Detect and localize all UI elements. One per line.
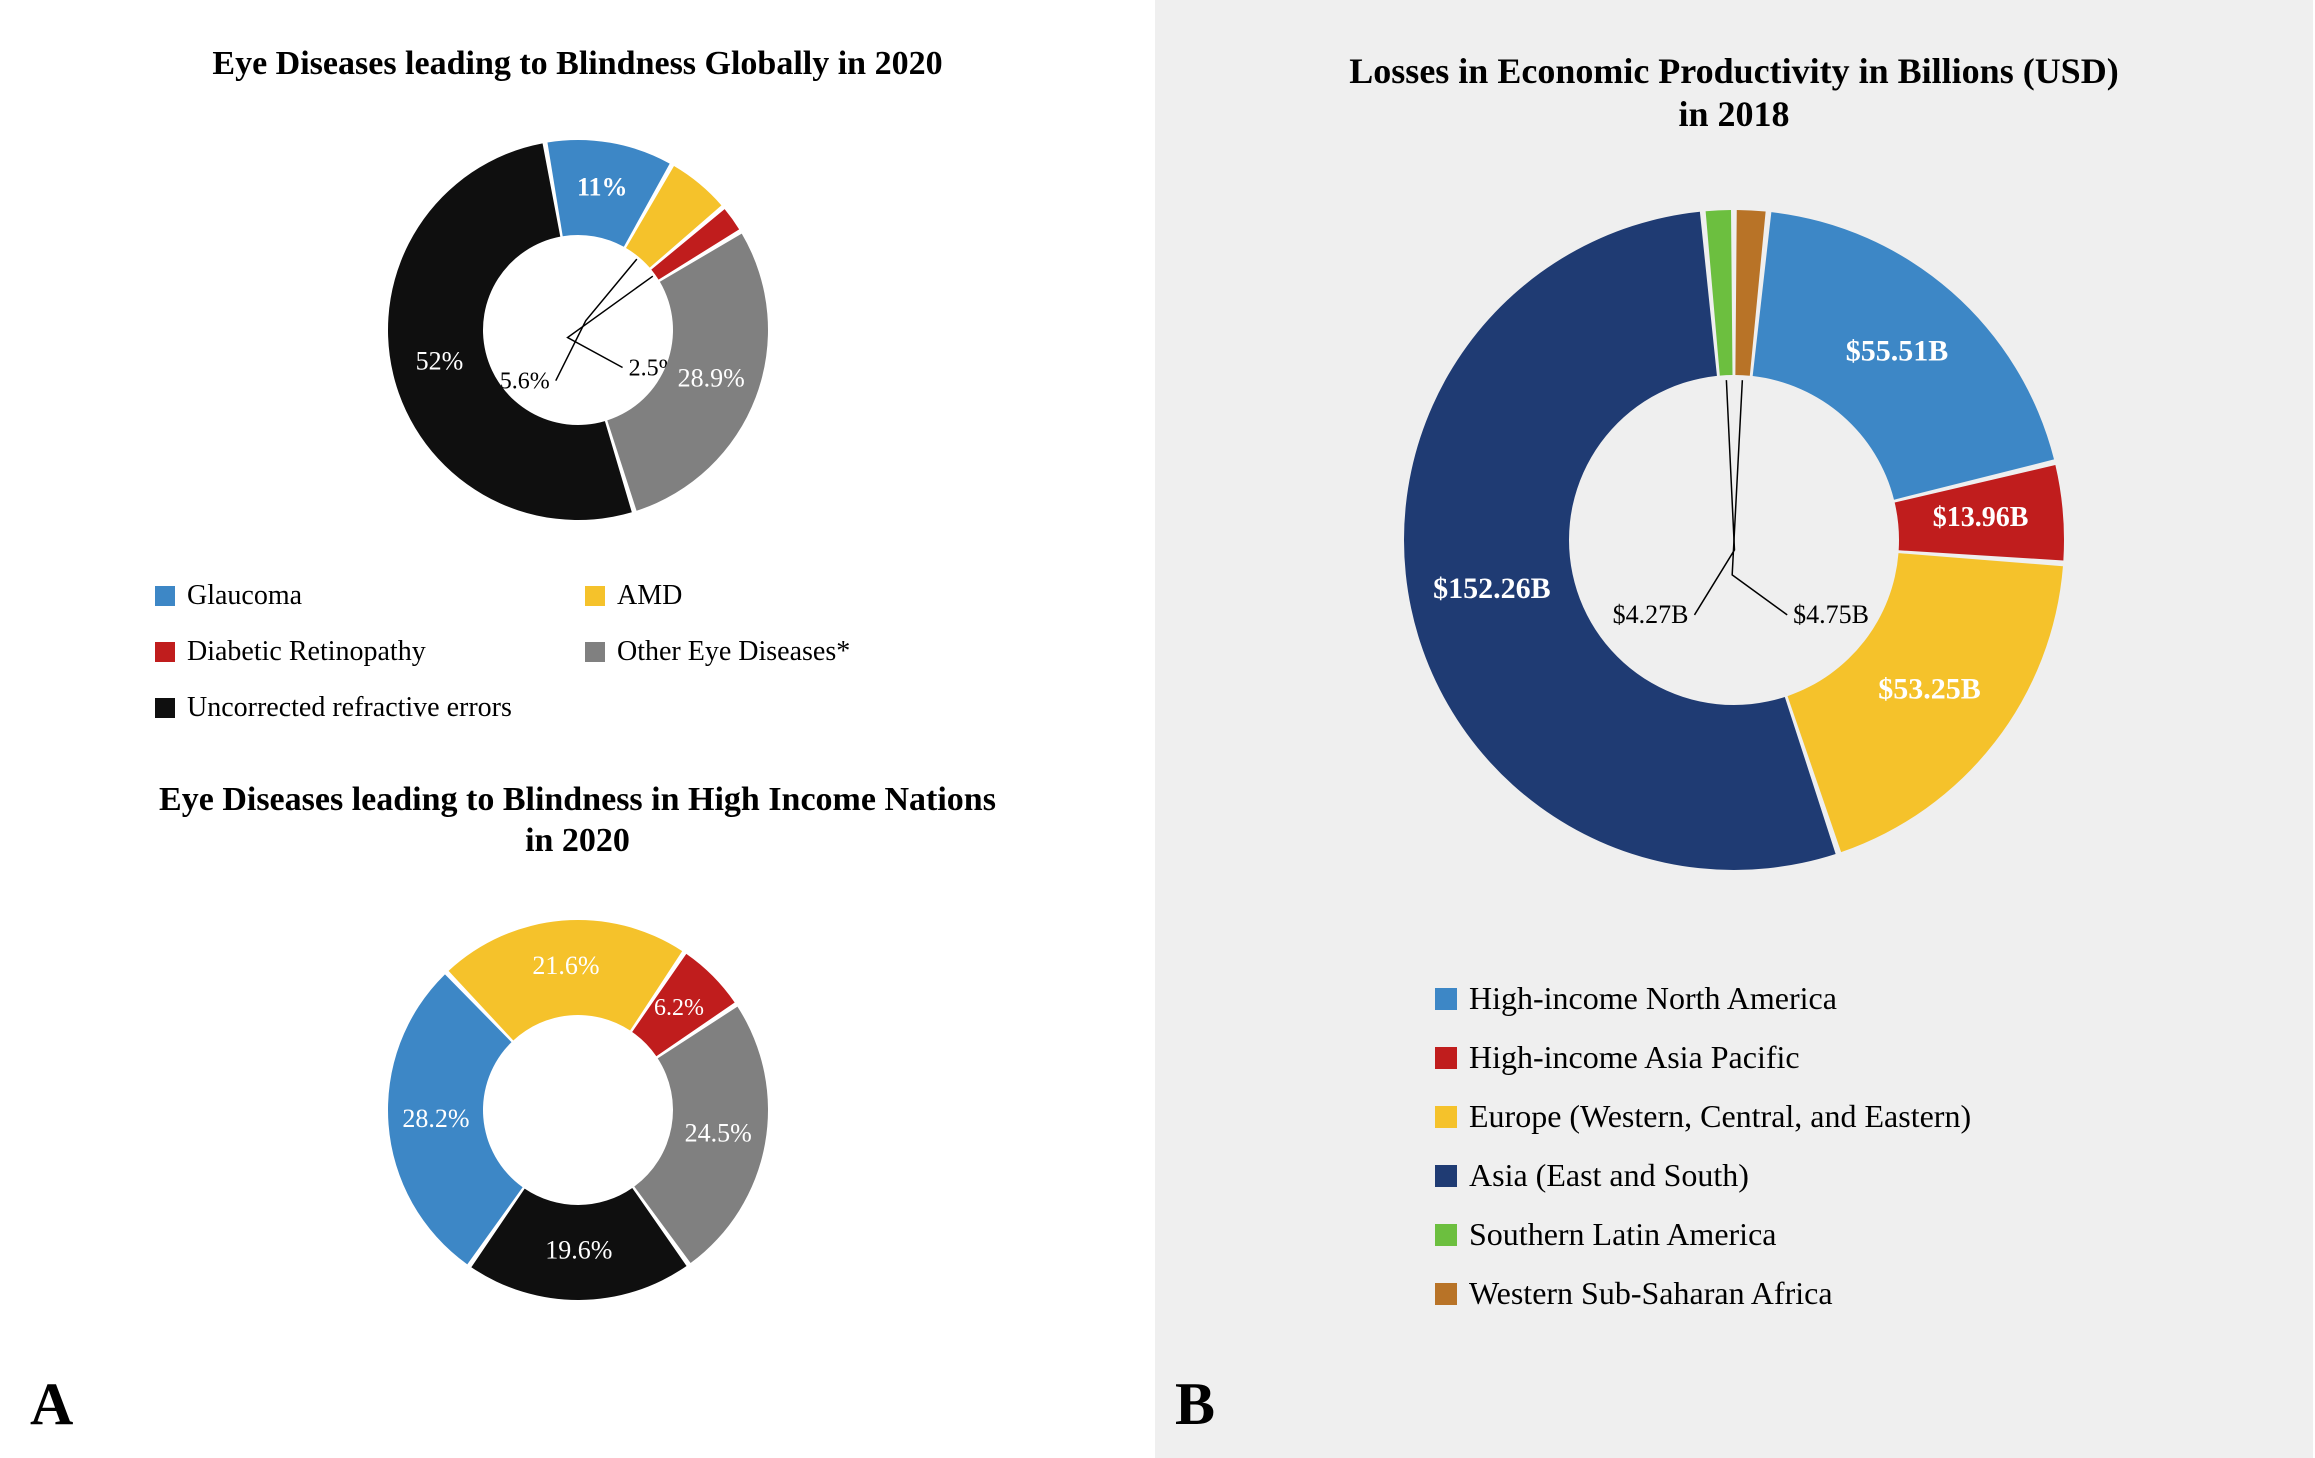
panel-a: A Eye Diseases leading to Blindness Glob… xyxy=(0,0,1155,1458)
legend-swatch xyxy=(585,642,605,662)
legend-swatch xyxy=(585,586,605,606)
legend-swatch xyxy=(1435,1106,1457,1128)
legend-swatch xyxy=(155,698,175,718)
panel-b-letter: B xyxy=(1175,1370,1215,1439)
legend-item: Asia (East and South) xyxy=(1435,1157,2195,1194)
legend-item: High-income Asia Pacific xyxy=(1435,1039,2195,1076)
legend-label: Asia (East and South) xyxy=(1469,1157,1749,1194)
leader-line-wssa xyxy=(1732,380,1787,615)
legend-item: AMD xyxy=(585,580,975,612)
slice-label-other: 28.9% xyxy=(678,364,745,393)
leader-line-amd xyxy=(556,259,637,381)
legend-swatch xyxy=(1435,1224,1457,1246)
legend-label: High-income Asia Pacific xyxy=(1469,1039,1800,1076)
slice-label-europe: $53.25B xyxy=(1878,673,1981,706)
slice-label-glaucoma: 11% xyxy=(577,173,628,202)
legend-swatch xyxy=(155,586,175,606)
legend-swatch xyxy=(1435,1283,1457,1305)
chart-1-title: Eye Diseases leading to Blindness Global… xyxy=(0,45,1155,83)
panel-b: B Losses in Economic Productivity in Bil… xyxy=(1155,0,2313,1458)
chart-2-title-line1: Eye Diseases leading to Blindness in Hig… xyxy=(159,781,996,818)
legend-swatch xyxy=(1435,988,1457,1010)
legend-label: Western Sub-Saharan Africa xyxy=(1469,1275,1833,1312)
legend-label: Uncorrected refractive errors xyxy=(187,692,512,724)
slice-label-ure: 19.6% xyxy=(545,1235,612,1264)
legend-swatch xyxy=(1435,1047,1457,1069)
figure-root: A Eye Diseases leading to Blindness Glob… xyxy=(0,0,2315,1458)
chart-2-title-line2: in 2020 xyxy=(525,822,630,859)
legend-label: Diabetic Retinopathy xyxy=(187,636,426,668)
chart-1-legend: Glaucoma AMD Diabetic Retinopathy Other Eye… xyxy=(155,580,1055,736)
chart-2-donut: 6.2% 24.5% 19.6% 28.2% 21.6% xyxy=(278,880,878,1340)
chart-b-title-line1: Losses in Economic Productivity in Billi… xyxy=(1349,51,2118,91)
leader-line-sla xyxy=(1694,380,1734,615)
slice-label-dr: 6.2% xyxy=(654,995,704,1021)
slice-label-hina: $55.51B xyxy=(1846,335,1949,368)
legend-item: Diabetic Retinopathy xyxy=(155,636,545,668)
legend-swatch xyxy=(155,642,175,662)
chart-b-legend: High-income North America High-income Asi… xyxy=(1435,980,2235,1334)
legend-swatch xyxy=(1435,1165,1457,1187)
legend-item: Europe (Western, Central, and Eastern) xyxy=(1435,1098,2195,1135)
panel-a-letter: A xyxy=(30,1370,73,1439)
legend-label: Glaucoma xyxy=(187,580,302,612)
slice-label-hiap: $13.96B xyxy=(1933,502,2029,533)
legend-item: Western Sub-Saharan Africa xyxy=(1435,1275,2195,1312)
slice-label-asia: $152.26B xyxy=(1433,572,1551,605)
legend-label: Europe (Western, Central, and Eastern) xyxy=(1469,1098,1971,1135)
slice-label-sla: $4.27B xyxy=(1613,600,1689,629)
slice-label-ure: 52% xyxy=(416,346,464,375)
legend-item: Other Eye Diseases* xyxy=(585,636,975,668)
chart-1-donut: 11%5.6%2.5%28.9%52% xyxy=(278,100,878,560)
slice-label-glaucoma: 28.2% xyxy=(402,1104,469,1133)
legend-item: High-income North America xyxy=(1435,980,2195,1017)
chart-2-title: Eye Diseases leading to Blindness in Hig… xyxy=(0,780,1155,862)
slice-label-amd: 5.6% xyxy=(500,369,550,395)
chart-b-title-line2: in 2018 xyxy=(1678,94,1789,134)
chart-b-donut: $55.51B $13.96B $53.25B $152.26B $4.27B $4.75… xyxy=(1284,140,2184,940)
chart-b-title: Losses in Economic Productivity in Billi… xyxy=(1155,50,2313,136)
legend-label: Other Eye Diseases* xyxy=(617,636,850,668)
legend-item: Southern Latin America xyxy=(1435,1216,2195,1253)
legend-label: High-income North America xyxy=(1469,980,1837,1017)
legend-label: AMD xyxy=(617,580,682,612)
legend-label: Southern Latin America xyxy=(1469,1216,1776,1253)
leader-line-dr xyxy=(568,276,653,367)
legend-item: Uncorrected refractive errors xyxy=(155,692,545,724)
slice-label-other: 24.5% xyxy=(685,1119,752,1148)
slice-label-amd: 21.6% xyxy=(532,951,599,980)
legend-item: Glaucoma xyxy=(155,580,545,612)
slice-label-wssa: $4.75B xyxy=(1793,600,1869,629)
